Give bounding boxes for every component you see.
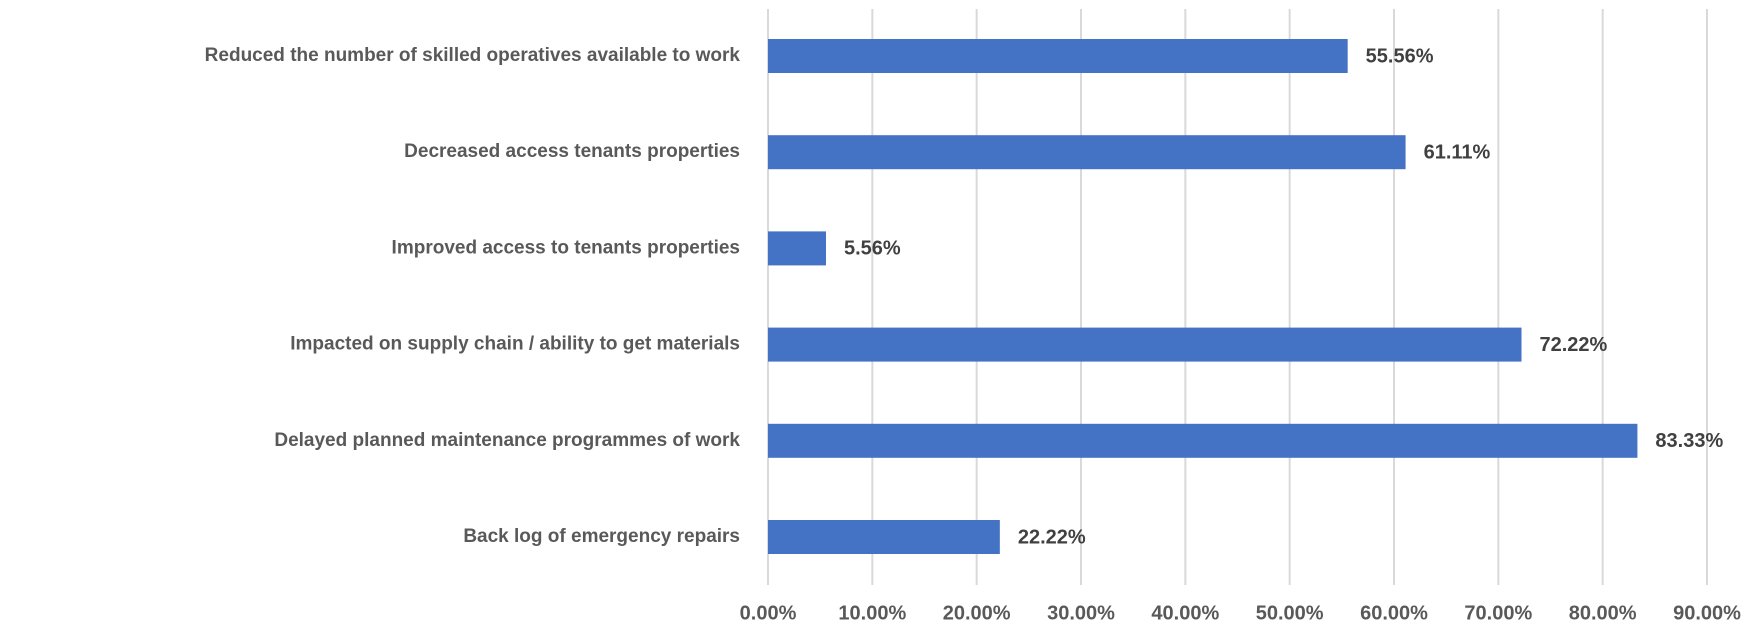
category-label: Improved access to tenants properties [392,237,740,258]
x-tick-label: 20.00% [943,602,1011,624]
bar [768,520,1000,554]
x-tick-label: 90.00% [1673,602,1741,624]
data-label: 61.11% [1424,141,1491,163]
bar [768,135,1406,170]
category-label: Impacted on supply chain / ability to ge… [290,334,740,355]
category-label: Back log of emergency repairs [463,526,740,547]
x-tick-label: 50.00% [1256,602,1324,624]
x-tick-label: 60.00% [1360,602,1428,624]
x-tick-label: 10.00% [838,602,906,624]
data-label: 83.33% [1655,430,1723,452]
bar [768,327,1522,362]
data-label: 5.56% [844,238,901,260]
category-label: Reduced the number of skilled operatives… [205,45,741,66]
data-label: 72.22% [1539,334,1607,356]
x-tick-label: 70.00% [1464,602,1532,624]
x-tick-label: 0.00% [740,602,797,624]
category-label: Decreased access tenants properties [404,141,740,162]
data-label: 55.56% [1366,45,1434,67]
data-label: 22.22% [1018,526,1086,548]
x-tick-label: 80.00% [1569,602,1637,624]
category-label: Delayed planned maintenance programmes o… [274,430,740,451]
bar [768,231,827,266]
bar [768,39,1348,73]
x-tick-label: 30.00% [1047,602,1115,624]
bar [768,423,1638,458]
x-tick-label: 40.00% [1151,602,1219,624]
